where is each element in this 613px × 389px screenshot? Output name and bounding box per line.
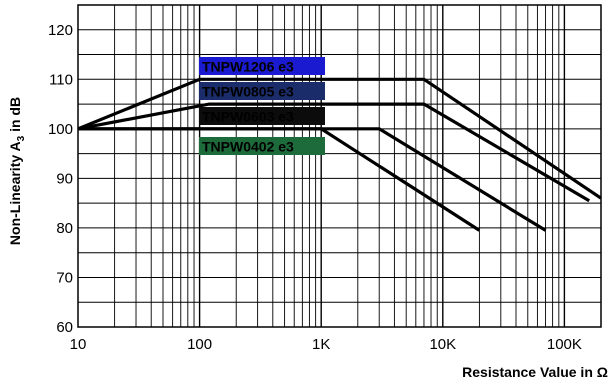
grid [78,4,601,328]
y-tick-label: 80 [56,220,73,237]
x-tick-label: 100 [187,336,212,353]
legend-item-3: TNPW0402 e3 [199,137,325,155]
legend-label-3: TNPW0402 e3 [202,139,294,155]
x-tick-labels: 10 100 1K 10K 100K [70,336,582,353]
y-tick-label: 70 [56,269,73,286]
legend-label-1: TNPW0805 e3 [202,84,294,100]
y-axis-title-main: Non-Linearity A [7,141,23,245]
legend-swatch-1 [199,82,325,100]
y-axis-title-unit: in dB [7,97,23,136]
y-tick-label: 100 [48,121,73,138]
series-lines [77,77,602,232]
series-line-0 [77,77,602,200]
x-tick-label: 10 [70,336,87,353]
legend-swatch-3 [199,137,325,155]
series-line-1 [77,102,591,203]
x-axis-title: Resistance Value in Ω [462,364,608,380]
legend-label-2: TNPW0603 e3 [202,109,294,125]
y-tick-label: 110 [49,71,73,88]
y-tick-labels: 60 70 80 90 100 110 120 [48,22,73,336]
legend-swatch-2 [199,107,325,125]
legend-swatch-0 [199,57,325,75]
legend: TNPW1206 e3 TNPW0805 e3 TNPW0603 e3 TNPW040… [199,57,325,155]
series-line-3 [78,127,481,232]
legend-item-1: TNPW0805 e3 [199,82,325,100]
legend-label-0: TNPW1206 e3 [202,59,294,75]
y-tick-label: 90 [56,170,73,187]
x-tick-label: 1K [312,336,330,353]
y-axis-title-sub: 3 [16,135,27,141]
legend-item-2: TNPW0603 e3 [199,107,325,125]
y-tick-label: 60 [56,319,73,336]
x-tick-label: 10K [429,336,456,353]
x-tick-label: 100K [547,336,582,353]
y-axis-title: Non-Linearity A3 in dB [7,97,27,245]
legend-item-0: TNPW1206 e3 [199,57,325,75]
y-tick-label: 120 [48,22,73,39]
plot-frame [77,4,602,328]
